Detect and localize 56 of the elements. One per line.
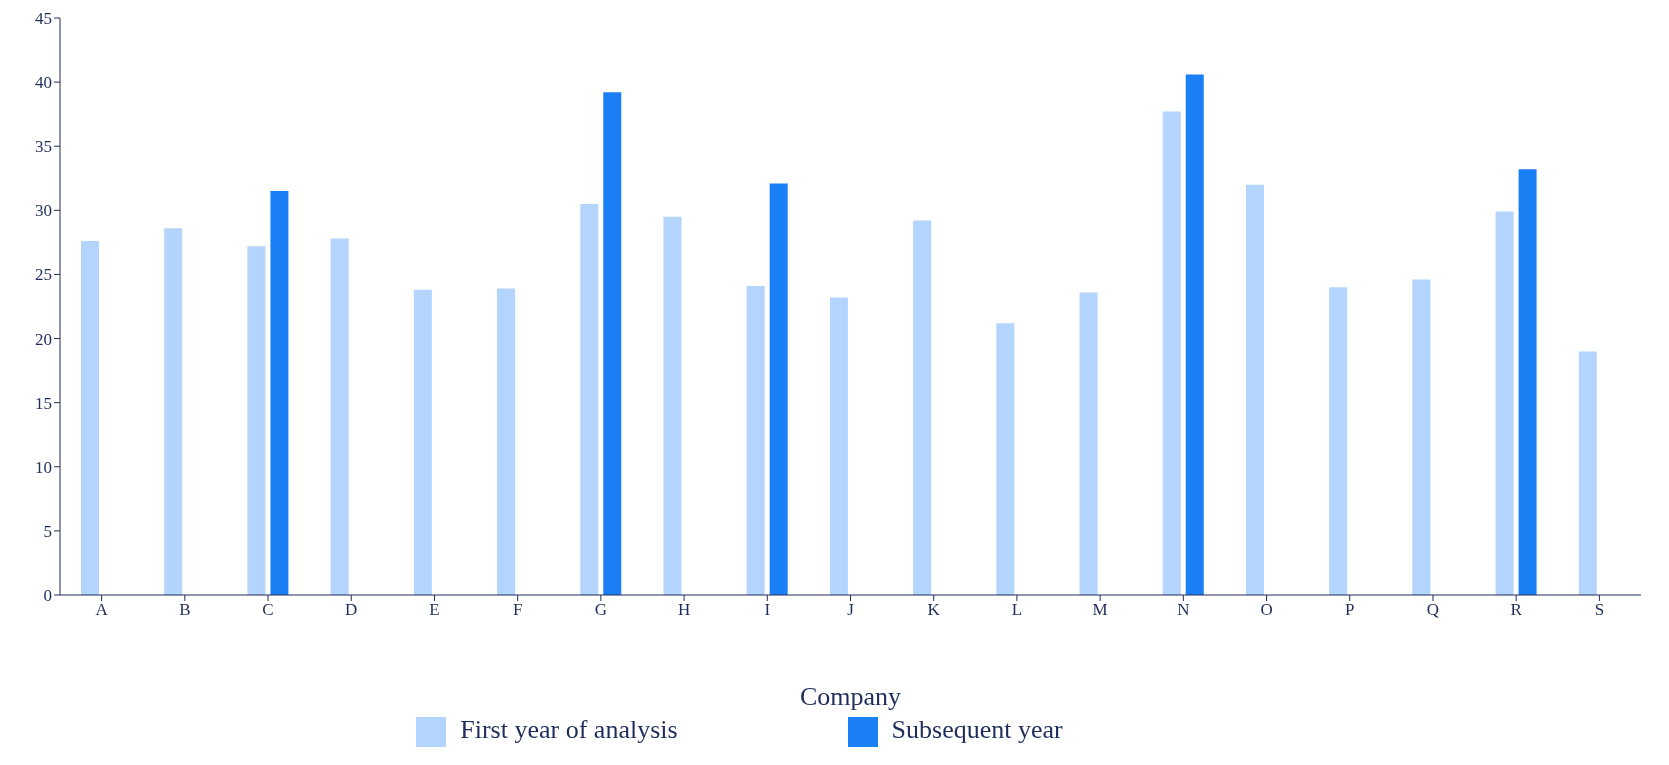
legend-label: Subsequent year: [891, 715, 1063, 744]
bar: [1079, 292, 1098, 595]
y-tick-label: 20: [35, 329, 52, 349]
y-tick-label: 40: [35, 73, 52, 93]
bar: [1495, 211, 1514, 595]
y-tick-label: 10: [35, 457, 52, 477]
y-tick-label: 15: [35, 393, 52, 413]
x-tick-label: H: [677, 600, 691, 620]
legend-label: First year of analysis: [460, 715, 678, 744]
x-axis-title: Company: [799, 682, 902, 711]
x-tick-label: C: [262, 600, 274, 620]
y-tick-label: 0: [43, 586, 52, 606]
x-tick-label: D: [345, 600, 358, 620]
bar: [913, 220, 932, 595]
y-tick-label: 35: [35, 137, 52, 157]
x-tick-label: Q: [1426, 600, 1440, 620]
bar: [829, 297, 848, 595]
x-tick-label: R: [1510, 600, 1523, 620]
bar: [580, 203, 599, 595]
bar: [663, 216, 682, 595]
bar: [81, 241, 99, 595]
x-tick-label: M: [1092, 600, 1108, 620]
x-tick-label: N: [1177, 600, 1190, 620]
x-tick-label: L: [1011, 600, 1023, 620]
x-tick-label: O: [1260, 600, 1273, 620]
x-tick-label: K: [927, 600, 941, 620]
y-tick-label: 25: [35, 265, 52, 285]
bar: [164, 228, 183, 595]
bar: [996, 323, 1015, 595]
bar: [746, 285, 765, 595]
bar: [1412, 279, 1431, 595]
x-tick-label: I: [764, 600, 771, 620]
bar: [247, 246, 266, 595]
bar: [1162, 111, 1181, 595]
bar: [1329, 287, 1348, 595]
bar: [1578, 351, 1597, 595]
bar: [1185, 74, 1204, 595]
bar: [497, 288, 516, 595]
bar: [270, 191, 289, 595]
y-tick-label: 30: [35, 201, 52, 221]
y-tick-label: 45: [35, 9, 52, 29]
bar: [330, 238, 349, 595]
x-tick-label: P: [1345, 600, 1355, 620]
x-tick-label: B: [179, 600, 191, 620]
x-tick-label: J: [847, 600, 855, 620]
y-tick-label: 5: [43, 521, 52, 541]
x-tick-label: S: [1594, 600, 1605, 620]
bar: [769, 183, 788, 595]
bar: [603, 92, 622, 595]
bar: [1245, 184, 1264, 595]
x-tick-label: F: [512, 600, 523, 620]
x-tick-label: A: [95, 600, 109, 620]
x-tick-label: G: [594, 600, 608, 620]
x-tick-label: E: [429, 600, 440, 620]
bar: [413, 289, 432, 595]
bar: [1518, 169, 1537, 595]
